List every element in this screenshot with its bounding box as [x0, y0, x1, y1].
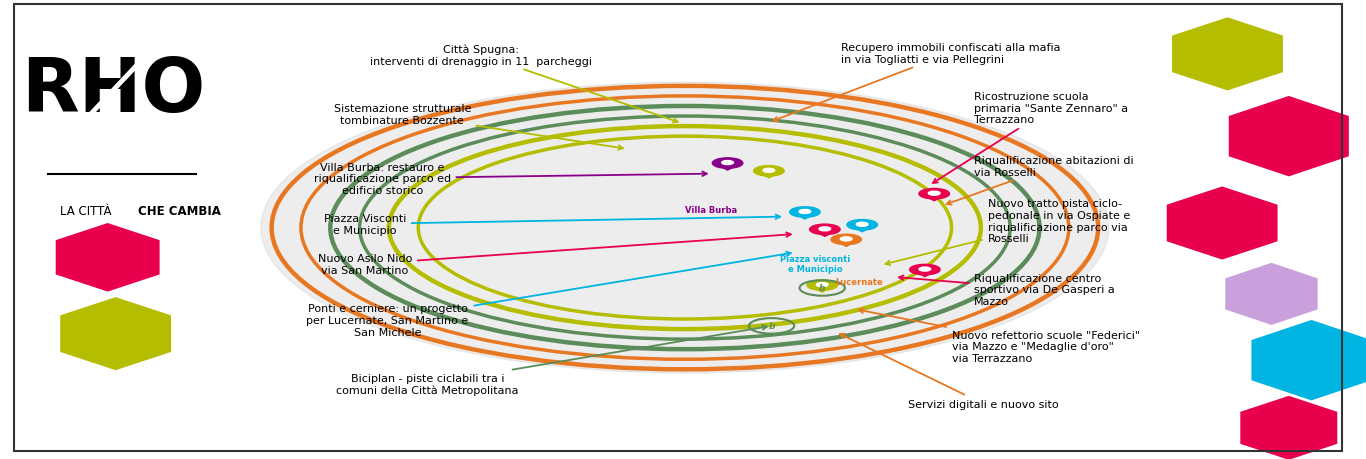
- Text: Sistemazione strutturale
tombinature Bozzente: Sistemazione strutturale tombinature Boz…: [333, 104, 623, 151]
- Text: RHO: RHO: [20, 55, 205, 128]
- Polygon shape: [1251, 320, 1366, 401]
- Text: Villa Burba: restauro e
riqualificazione parco ed
edificio storico: Villa Burba: restauro e riqualificazione…: [314, 162, 706, 196]
- Circle shape: [261, 83, 1109, 373]
- Text: b: b: [820, 284, 825, 293]
- Circle shape: [790, 207, 820, 218]
- Circle shape: [764, 169, 775, 173]
- Circle shape: [856, 223, 867, 227]
- Polygon shape: [813, 287, 832, 292]
- Polygon shape: [56, 224, 160, 292]
- Text: Biciplan - piste ciclabili tra i
comuni della Città Metropolitana: Biciplan - piste ciclabili tra i comuni …: [336, 325, 766, 395]
- Circle shape: [807, 280, 837, 291]
- Text: LA CITTÀ: LA CITTÀ: [60, 204, 115, 217]
- Polygon shape: [1167, 187, 1277, 260]
- Circle shape: [817, 283, 828, 287]
- Text: Piazza Visconti
e Municipio: Piazza Visconti e Municipio: [324, 213, 780, 235]
- Circle shape: [840, 237, 852, 241]
- Text: CHE CAMBIA: CHE CAMBIA: [138, 204, 221, 217]
- Polygon shape: [1172, 18, 1283, 91]
- Circle shape: [919, 189, 949, 200]
- Text: Piazza visconti
e Municipio: Piazza visconti e Municipio: [780, 254, 851, 274]
- Text: Città Spugna:
interventi di drenaggio in 11  parcheggi: Città Spugna: interventi di drenaggio in…: [370, 45, 678, 123]
- Text: Lucernate: Lucernate: [836, 277, 884, 286]
- Text: Ricostruzione scuola
primaria "Sante Zennaro" a
Terrazzano: Ricostruzione scuola primaria "Sante Zen…: [933, 92, 1128, 184]
- Text: Nuovo tratto pista ciclo-
pedonale in via Ospiate e
riqualificazione parco via
R: Nuovo tratto pista ciclo- pedonale in vi…: [885, 199, 1130, 265]
- Circle shape: [810, 224, 840, 235]
- Text: Nuovo refettorio scuole "Federici"
via Mazzo e "Medaglie d'oro"
via Terrazzano: Nuovo refettorio scuole "Federici" via M…: [859, 309, 1139, 363]
- Polygon shape: [852, 227, 872, 232]
- Text: Ponti e cerniere: un progetto
per Lucernate, San Martino e
San Michele: Ponti e cerniere: un progetto per Lucern…: [306, 252, 791, 337]
- Text: Riqualificazione abitazioni di
via Rosselli: Riqualificazione abitazioni di via Rosse…: [947, 156, 1134, 205]
- Polygon shape: [925, 196, 944, 202]
- Polygon shape: [759, 174, 779, 179]
- Text: b: b: [768, 322, 775, 330]
- Polygon shape: [60, 297, 171, 370]
- Text: Riqualificazione centro
sportivo via De Gasperi a
Mazzo: Riqualificazione centro sportivo via De …: [899, 273, 1115, 306]
- Circle shape: [847, 220, 877, 230]
- Polygon shape: [1225, 263, 1318, 325]
- Circle shape: [721, 161, 734, 165]
- Text: Nuovo Asilo Nido
via San Martino: Nuovo Asilo Nido via San Martino: [318, 233, 791, 275]
- Circle shape: [929, 192, 940, 196]
- Circle shape: [712, 158, 743, 169]
- Polygon shape: [836, 242, 856, 247]
- Polygon shape: [1229, 97, 1348, 177]
- Circle shape: [754, 166, 784, 177]
- Polygon shape: [915, 272, 934, 277]
- Text: Villa Burba: Villa Burba: [686, 205, 738, 214]
- Circle shape: [831, 235, 862, 245]
- Circle shape: [910, 265, 940, 275]
- Polygon shape: [1240, 396, 1337, 459]
- Circle shape: [919, 268, 930, 271]
- Polygon shape: [719, 166, 738, 171]
- Circle shape: [799, 210, 811, 214]
- Circle shape: [820, 227, 831, 231]
- Polygon shape: [795, 214, 814, 219]
- Text: Recupero immobili confiscati alla mafia
in via Togliatti e via Pellegrini: Recupero immobili confiscati alla mafia …: [773, 43, 1060, 122]
- Polygon shape: [816, 232, 835, 237]
- Text: Servizi digitali e nuovo sito: Servizi digitali e nuovo sito: [840, 334, 1059, 409]
